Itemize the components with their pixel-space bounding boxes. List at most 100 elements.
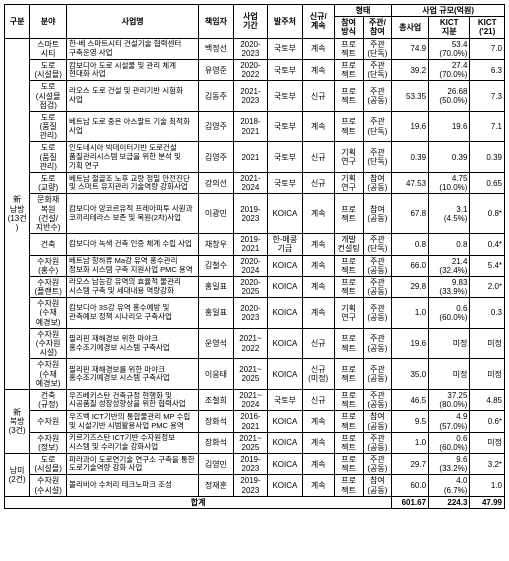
cell: 키르기즈스탄 ICT기반 수자원정보 시스템 및 수리기술 강화사업 xyxy=(67,432,199,453)
table-row: 도로(품질관리)인도네시아 빅데이터기반 도로건설 품질관리시스템 보급을 위한… xyxy=(5,142,505,173)
cell: KOICA xyxy=(268,475,302,496)
cell: 19.6 xyxy=(392,328,429,359)
cell: 주관(공동) xyxy=(363,298,392,329)
cell: 27.4(70.0%) xyxy=(429,59,470,80)
cell: 수자원(수재예경보) xyxy=(30,298,67,329)
cell: KOICA xyxy=(268,276,302,297)
cell: KOICA xyxy=(268,454,302,475)
cell: 채창우 xyxy=(199,234,233,255)
cell: 0.8 xyxy=(392,234,429,255)
table-row: 도로(시설믈점검)라오스 도로 건설 및 관리기반 시험화 사업김동주2021-… xyxy=(5,81,505,112)
cell: 계속 xyxy=(302,454,334,475)
cell: 프로젝트 xyxy=(334,81,363,112)
cell: 참여(공동) xyxy=(363,475,392,496)
cell: 주관(공동) xyxy=(363,389,392,410)
cell: 주관(공동) xyxy=(363,454,392,475)
cell: 신규 xyxy=(302,173,334,194)
cell: 계속 xyxy=(302,255,334,276)
cell: 2020-2022 xyxy=(233,59,267,80)
sum-cell: 224.3 xyxy=(429,496,470,508)
table-row: 新남방(13건)스마트시티한-베 스마트시티 건설기술 협력센터 구축운영 사업… xyxy=(5,38,505,59)
cell: 라오스 도로 건설 및 관리기반 시험화 사업 xyxy=(67,81,199,112)
h-gigan: 사업기간 xyxy=(233,5,267,39)
table-row: 건축캄보디아 녹색 건축 인증 체계 수립 사업채창우2019-2021한-메콩… xyxy=(5,234,505,255)
group-label: 남미(2건) xyxy=(5,454,30,497)
cell: 계속 xyxy=(302,298,334,329)
cell: 프로젝트 xyxy=(334,475,363,496)
cell: 계속 xyxy=(302,234,334,255)
cell: 미정 xyxy=(470,432,505,453)
cell: 7.3 xyxy=(470,81,505,112)
cell: 0.39 xyxy=(429,142,470,173)
table-row: 수자원(수시설)볼리비아 수처리 테크노파크 조성정재훈2019-2023KOI… xyxy=(5,475,505,496)
cell: 프로젝트 xyxy=(334,359,363,390)
cell: 2019-2021 xyxy=(233,234,267,255)
cell: 수자원(정보) xyxy=(30,432,67,453)
cell: 도로(품질관리) xyxy=(30,111,67,142)
table-row: 도로(시설믈)캄보디아 도로 시설물 및 관리 체계 현대화 사업유영준2020… xyxy=(5,59,505,80)
cell: 우즈베키스탄 건축규정 현행화 및 시공품질 성장성향상을 위한 협력사업 xyxy=(67,389,199,410)
group-label: 新남방(13건) xyxy=(5,38,30,389)
h-bunya: 분야 xyxy=(30,5,67,39)
cell: 2021-2023 xyxy=(233,81,267,112)
table-row: 수자원우즈벡 ICT기반의 통합물관리 MP 수립 및 시설기반 시범활용사업 … xyxy=(5,411,505,432)
cell: 프로젝트 xyxy=(334,111,363,142)
cell: 캄보디아 3S강 유역 홍수예방 및 관측예보 정책 시나리오 구축사업 xyxy=(67,298,199,329)
table-row: 도로(교량)베트남 철골조 노후 교량 정밀 안전진단 및 스마트 유지관리 기… xyxy=(5,173,505,194)
cell: 37.25(80.0%) xyxy=(429,389,470,410)
cell: 21.4(32.4%) xyxy=(429,255,470,276)
cell: 계속 xyxy=(302,38,334,59)
cell: 김동주 xyxy=(199,81,233,112)
cell: 건축 xyxy=(30,234,67,255)
cell: 2020-2023 xyxy=(233,298,267,329)
cell: 2020-2025 xyxy=(233,276,267,297)
cell: 백정선 xyxy=(199,38,233,59)
table-row: 수자원(수재예경보)캄보디아 3S강 유역 홍수예방 및 관측예보 정책 시나리… xyxy=(5,298,505,329)
cell: 도로(시설믈점검) xyxy=(30,81,67,112)
cell: 계속 xyxy=(302,411,334,432)
cell: 3.1(4.5%) xyxy=(429,194,470,234)
cell: 주관(공동) xyxy=(363,276,392,297)
cell: 도로(시설믈) xyxy=(30,59,67,80)
cell: 이광민 xyxy=(199,194,233,234)
cell: 신규(미정) xyxy=(302,359,334,390)
cell: 5.4* xyxy=(470,255,505,276)
cell: 수자원(플랜트) xyxy=(30,276,67,297)
cell: 신규 xyxy=(302,389,334,410)
cell: 0.65 xyxy=(470,173,505,194)
cell: 기획연구 xyxy=(334,142,363,173)
h-gubun: 구분 xyxy=(5,5,30,39)
group-label: 新북방(3건) xyxy=(5,389,30,453)
cell: 라오스 남능강 유역의 효율적 물관리 시스템 구축 및 세대내용 역량강화 xyxy=(67,276,199,297)
cell: 주관(공동) xyxy=(363,81,392,112)
cell: 계속 xyxy=(302,59,334,80)
table-row: 수자원(수자원시설)필리핀 재해경보 위한 마야크 홍수조기예경보 시스템 구축… xyxy=(5,328,505,359)
cell: 신규 xyxy=(302,142,334,173)
cell: 개발컨설팅 xyxy=(334,234,363,255)
cell: 신규 xyxy=(302,81,334,112)
cell: 계속 xyxy=(302,276,334,297)
cell: 도로(품질관리) xyxy=(30,142,67,173)
h-sin: 신규/계속 xyxy=(302,5,334,39)
h-gyumo-2: KICT지분 xyxy=(429,17,470,38)
table-row: 문화재복원(건설/지반수)캄보디아 앙코르유적 프레아피투 사원과 코끼리테라스… xyxy=(5,194,505,234)
cell: 계속 xyxy=(302,475,334,496)
cell: 53.4(70.0%) xyxy=(429,38,470,59)
data-table: 구분 분야 사업명 책임자 사업기간 발주처 신규/계속 형태 사업 규모(억원… xyxy=(4,4,505,509)
cell: 볼리비아 수처리 테크노파크 조성 xyxy=(67,475,199,496)
cell: 2021 xyxy=(233,142,267,173)
cell: 국토부 xyxy=(268,389,302,410)
cell: 4.75(10.0%) xyxy=(429,173,470,194)
cell: 수자원(수자원시설) xyxy=(30,328,67,359)
cell: 건축(규정) xyxy=(30,389,67,410)
cell: 미정 xyxy=(470,328,505,359)
cell: 2020-2024 xyxy=(233,255,267,276)
cell: 수자원 xyxy=(30,411,67,432)
h-gyumo-3: KICT('21) xyxy=(470,17,505,38)
cell: KOICA xyxy=(268,194,302,234)
cell: 주관(공동) xyxy=(363,432,392,453)
cell: 29.8 xyxy=(392,276,429,297)
cell: 베트남 도로 중온 아스팔트 기술 최적화 사업 xyxy=(67,111,199,142)
cell: 0.8 xyxy=(429,234,470,255)
cell: 4.0(6.7%) xyxy=(429,475,470,496)
